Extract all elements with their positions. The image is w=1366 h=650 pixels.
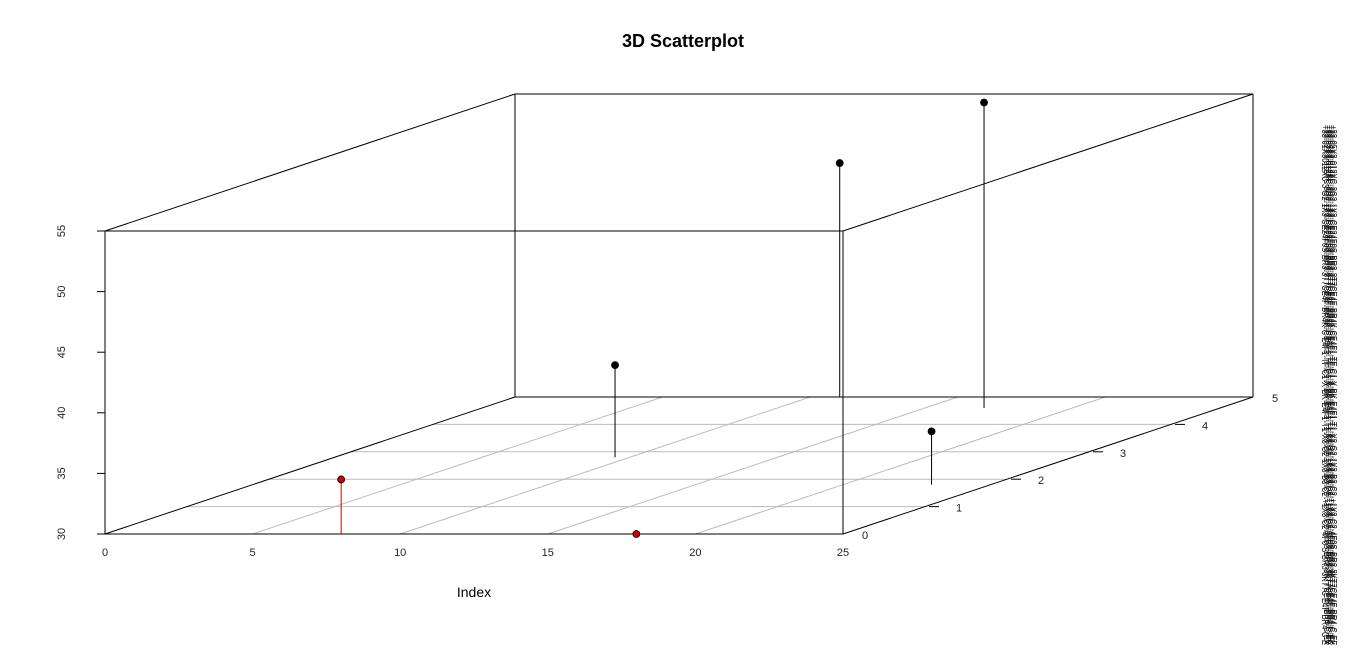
y-tick-label: 0 (862, 530, 868, 542)
z-tick-label: 35 (56, 467, 68, 479)
data-point (980, 98, 988, 107)
plot-box (104, 93, 1254, 535)
y-tick-label: 4 (1202, 420, 1208, 432)
side-label-column: +33-03X3-012XC-3G2-1X3-CE24F0S-BR3-3T7CE… (1323, 125, 1334, 645)
y-tick-label: 3 (1120, 448, 1126, 460)
data-point (611, 361, 619, 370)
data-point (337, 475, 346, 484)
x-tick-label: 15 (542, 547, 554, 559)
z-tick-label: 40 (56, 407, 68, 419)
z-tick-label: 55 (56, 225, 68, 237)
data-points (337, 98, 988, 538)
box-edge (842, 396, 1254, 535)
side-label-columns: +33-01X3012XC-3 G2-1X3-CE24F0S-BR3-3T7CE… (1319, 125, 1338, 645)
z-tick-label: 50 (56, 285, 68, 297)
side-label-column: +33-04X3-012XC-3G2-1X3-CE24F0S-BR3-3T7CE… (1325, 125, 1336, 645)
grid-line-x (252, 396, 663, 535)
side-label-column: +33-01X3012XC-3 G2-1X3-CE24F0S-BR3-3T7CE… (1319, 125, 1330, 645)
side-label-column: +33-02X3-012XC-3G2-1X3-CE24F0S-BR3-3T7CE… (1321, 125, 1332, 645)
data-point (835, 159, 844, 167)
y-tick-label: 5 (1272, 393, 1278, 405)
x-tick-label: 20 (689, 547, 701, 559)
data-point (927, 427, 936, 436)
y-tick-label: 1 (956, 503, 962, 515)
floor-grid (187, 396, 1171, 535)
x-axis-label: Index (457, 584, 491, 600)
x-tick-label: 10 (394, 547, 406, 559)
box-edge (842, 93, 1254, 232)
z-tick-label: 45 (56, 346, 68, 358)
grid-line-x (695, 396, 1106, 535)
x-tick-label: 0 (102, 547, 108, 559)
z-tick-label: 30 (56, 528, 68, 540)
box-edge (104, 93, 516, 232)
x-tick-label: 5 (250, 547, 256, 559)
y-tick-label: 2 (1038, 475, 1044, 487)
box-edge (104, 396, 516, 535)
grid-line-x (547, 396, 958, 535)
x-tick-label: 25 (837, 547, 849, 559)
data-point (632, 530, 641, 538)
side-label-column: +33-05X3-012XC-3G2-1X3-CE24F0S-BR3-3T7CE… (1327, 125, 1338, 645)
chart-title: 3D Scatterplot (622, 31, 744, 51)
grid-line-x (400, 396, 811, 535)
